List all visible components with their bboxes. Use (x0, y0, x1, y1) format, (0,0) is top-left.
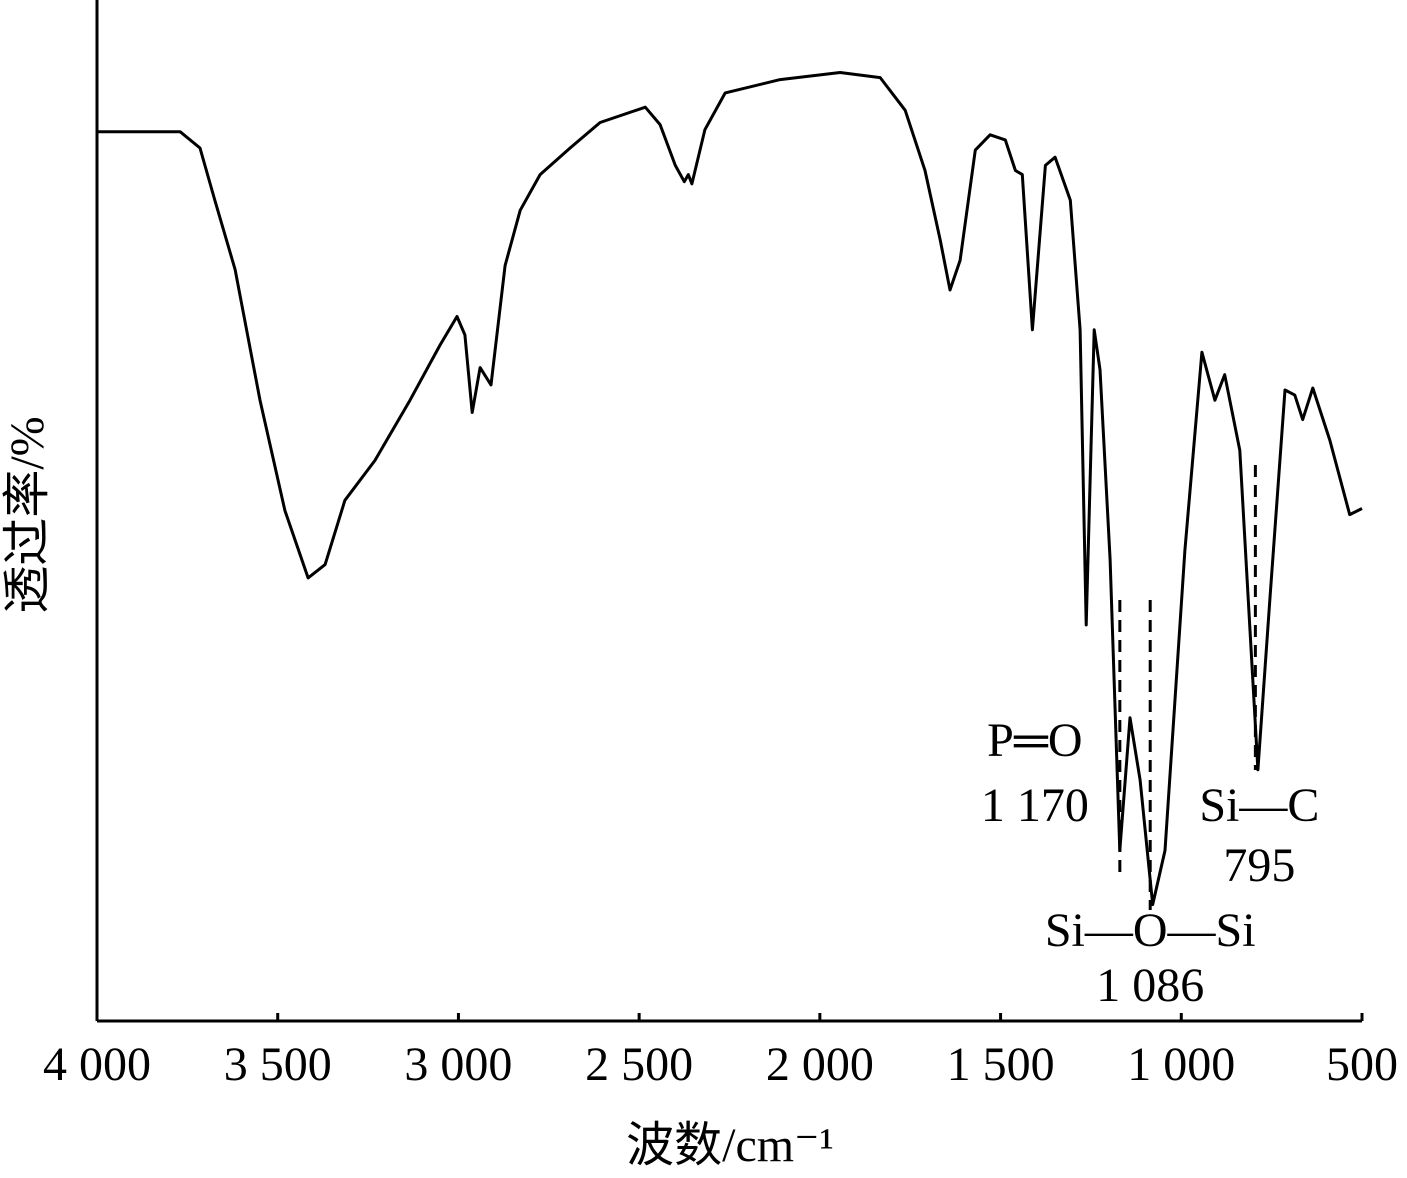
x-tick-label: 3 000 (404, 1038, 512, 1091)
spectrum-line (97, 71, 1363, 907)
annotation-value: 795 (1223, 839, 1295, 892)
annotation-label: Si—C (1199, 779, 1319, 832)
x-tick-label: 1 500 (947, 1038, 1055, 1091)
annotation-value: 1 170 (981, 779, 1089, 832)
y-axis-label: 透过率/% (1, 416, 54, 613)
x-axis-label: 波数/cm⁻¹ (626, 1119, 834, 1172)
annotation-value: 1 086 (1096, 959, 1204, 1012)
x-tick-label: 1 000 (1127, 1038, 1235, 1091)
x-tick-label: 4 000 (43, 1038, 151, 1091)
x-tick-label: 500 (1326, 1038, 1398, 1091)
x-tick-label: 3 500 (224, 1038, 332, 1091)
annotation-label: Si—O—Si (1045, 904, 1256, 957)
x-tick-label: 2 500 (585, 1038, 693, 1091)
x-tick-label: 2 000 (766, 1038, 874, 1091)
annotation-label: P═O (987, 714, 1082, 767)
